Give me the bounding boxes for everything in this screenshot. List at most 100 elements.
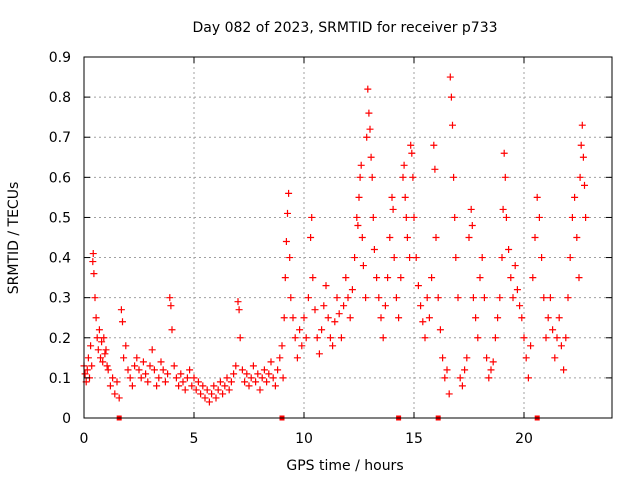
data-point xyxy=(119,318,126,326)
data-point xyxy=(104,366,112,374)
data-point xyxy=(366,125,374,133)
data-point xyxy=(192,386,200,394)
data-point xyxy=(498,254,506,262)
data-point xyxy=(549,326,557,334)
data-point xyxy=(489,358,497,366)
data-point xyxy=(199,382,207,390)
data-point xyxy=(370,246,378,254)
data-point xyxy=(263,378,271,386)
data-point xyxy=(406,254,414,262)
data-point xyxy=(177,370,185,378)
data-point xyxy=(201,394,209,402)
data-point xyxy=(214,386,222,394)
data-point xyxy=(540,294,548,302)
data-point xyxy=(348,286,356,294)
data-point xyxy=(560,366,568,374)
data-point xyxy=(94,346,102,354)
data-point xyxy=(434,294,442,302)
data-point xyxy=(359,262,367,270)
y-axis-label: SRMTID / TECUs xyxy=(6,182,22,295)
data-point xyxy=(95,326,103,334)
data-point xyxy=(101,350,109,358)
data-point xyxy=(300,314,308,322)
data-point xyxy=(518,314,526,322)
data-point xyxy=(267,358,275,366)
data-point xyxy=(468,221,476,229)
data-point xyxy=(454,294,462,302)
data-point xyxy=(375,294,383,302)
data-point xyxy=(245,382,253,390)
data-point xyxy=(439,354,447,362)
data-point xyxy=(367,153,375,161)
data-point xyxy=(230,370,238,378)
data-point xyxy=(447,93,455,101)
data-point xyxy=(291,334,299,342)
data-point xyxy=(364,85,372,93)
data-point xyxy=(227,378,235,386)
data-point xyxy=(282,238,290,246)
data-point xyxy=(354,221,362,229)
y-tick-label: 0.5 xyxy=(49,210,71,226)
ticks xyxy=(83,56,612,419)
data-point xyxy=(496,294,504,302)
data-point xyxy=(386,234,394,241)
data-point xyxy=(308,213,316,221)
data-point xyxy=(524,374,532,382)
data-point xyxy=(225,386,233,394)
data-point xyxy=(392,294,400,302)
data-point xyxy=(451,213,459,221)
data-point xyxy=(131,362,139,370)
data-point xyxy=(256,386,264,394)
data-point xyxy=(562,334,570,342)
data-point xyxy=(89,250,97,258)
data-point xyxy=(238,366,246,374)
data-point xyxy=(357,161,365,169)
data-point xyxy=(197,390,205,398)
data-point xyxy=(487,366,495,374)
data-point xyxy=(355,193,363,201)
data-point xyxy=(83,366,91,374)
data-point xyxy=(190,374,198,382)
data-point xyxy=(103,362,111,370)
data-point xyxy=(499,205,507,213)
data-point xyxy=(194,378,202,386)
data-point xyxy=(500,149,508,157)
data-point xyxy=(373,274,381,282)
chart-title: Day 082 of 2023, SRMTID for receiver p73… xyxy=(192,20,497,36)
data-point xyxy=(89,258,97,266)
data-point xyxy=(557,342,565,350)
data-point xyxy=(511,262,519,270)
data-point xyxy=(87,342,95,350)
data-point xyxy=(344,294,352,302)
y-tick-label: 0 xyxy=(62,411,71,427)
data-point xyxy=(309,274,317,282)
data-point xyxy=(365,109,373,117)
data-point xyxy=(465,234,473,241)
data-point xyxy=(179,378,187,386)
data-point xyxy=(522,354,530,362)
data-point xyxy=(449,121,456,129)
x-tick-label: 0 xyxy=(80,431,89,447)
data-point xyxy=(351,254,359,262)
data-point xyxy=(579,153,587,161)
data-point xyxy=(369,213,377,221)
data-point xyxy=(575,274,583,282)
data-point xyxy=(389,205,397,213)
data-point xyxy=(139,358,147,366)
data-point xyxy=(88,362,96,370)
y-tick-label: 0.1 xyxy=(49,371,71,387)
data-point xyxy=(441,374,449,382)
data-point xyxy=(346,314,354,322)
data-point xyxy=(342,274,350,282)
data-point xyxy=(403,234,411,241)
data-point xyxy=(472,314,480,322)
data-point xyxy=(235,306,243,314)
data-point xyxy=(399,173,407,181)
data-point xyxy=(249,362,257,370)
data-point xyxy=(98,338,106,346)
data-point xyxy=(445,390,453,398)
data-point xyxy=(397,274,405,282)
y-tick-label: 0.4 xyxy=(49,251,71,267)
data-point xyxy=(478,254,486,262)
